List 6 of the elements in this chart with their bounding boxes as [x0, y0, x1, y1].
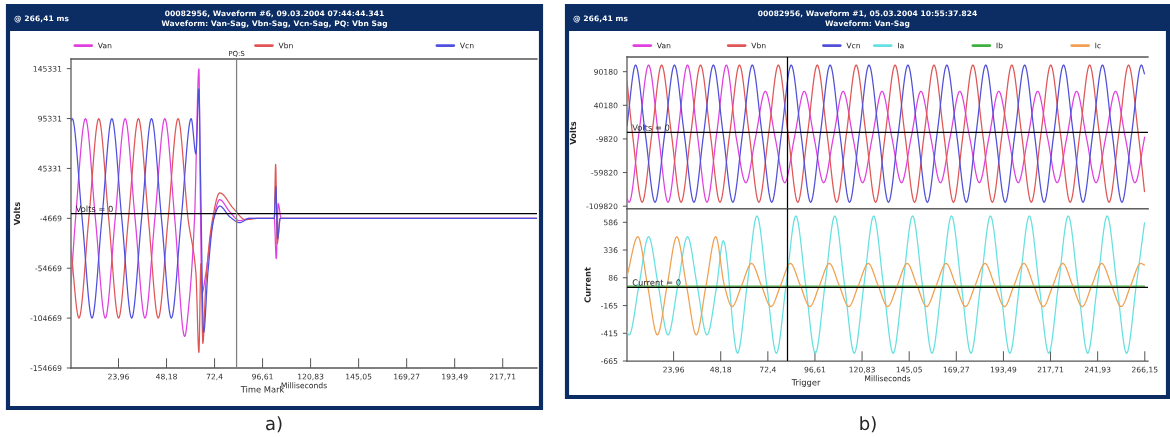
text: a) [266, 416, 282, 433]
y-axis-title: Volts [569, 121, 577, 145]
annotation: Trigger [791, 379, 821, 388]
y-axis-title: Volts [13, 202, 21, 226]
text: b) [860, 416, 876, 433]
y-axis-title: Current [584, 267, 591, 303]
